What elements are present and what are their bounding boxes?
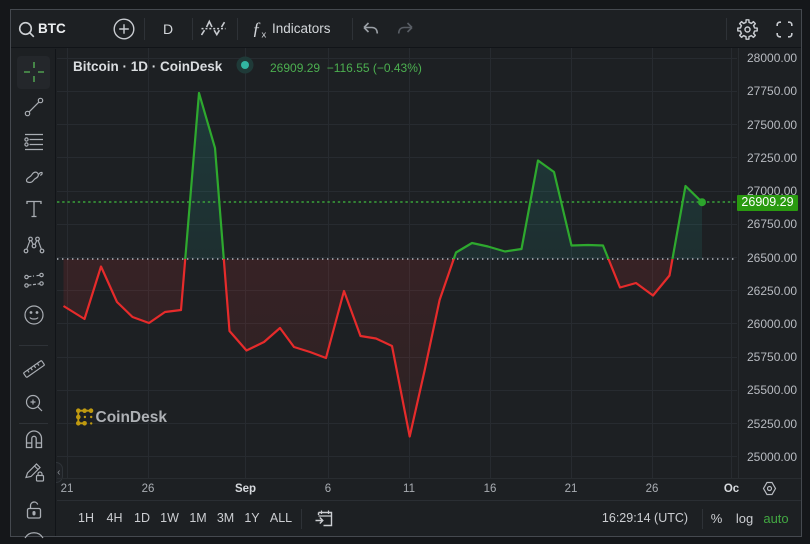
svg-text:CoinDesk: CoinDesk <box>96 409 168 426</box>
svg-text:x: x <box>262 30 267 41</box>
svg-text:ƒ: ƒ <box>252 19 261 39</box>
